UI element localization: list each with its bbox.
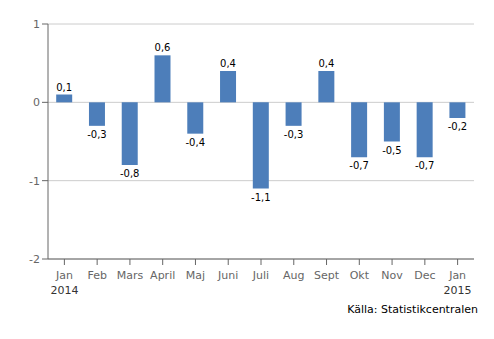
svg-text:Okt: Okt — [350, 269, 370, 282]
svg-text:-2: -2 — [29, 253, 40, 266]
svg-text:Jan: Jan — [55, 269, 73, 282]
svg-text:0,4: 0,4 — [220, 58, 236, 69]
svg-text:2015: 2015 — [444, 284, 472, 297]
svg-text:0: 0 — [33, 96, 40, 109]
svg-text:-0,7: -0,7 — [349, 160, 369, 171]
svg-text:-1: -1 — [29, 175, 40, 188]
svg-text:-0,8: -0,8 — [120, 168, 140, 179]
svg-text:Mars: Mars — [117, 269, 144, 282]
svg-text:-1,1: -1,1 — [251, 192, 271, 203]
svg-text:Nov: Nov — [381, 269, 403, 282]
svg-text:-0,2: -0,2 — [448, 121, 468, 132]
svg-text:-0,7: -0,7 — [415, 160, 435, 171]
svg-text:Dec: Dec — [414, 269, 435, 282]
svg-text:2014: 2014 — [50, 284, 78, 297]
svg-text:Juli: Juli — [252, 269, 269, 282]
svg-text:-0,3: -0,3 — [87, 129, 107, 140]
svg-text:0,4: 0,4 — [318, 58, 334, 69]
svg-text:0,1: 0,1 — [56, 82, 72, 93]
svg-text:April: April — [150, 269, 175, 282]
svg-text:Jan: Jan — [448, 269, 466, 282]
html-text:Källa: Statistikcentralen: Källa: Statistikcentralen — [347, 303, 478, 316]
svg-text:Sept: Sept — [314, 269, 340, 282]
svg-text:Feb: Feb — [87, 269, 106, 282]
svg-text:-0,3: -0,3 — [284, 129, 304, 140]
svg-text:Juni: Juni — [217, 269, 238, 282]
svg-text:Aug: Aug — [283, 269, 304, 282]
svg-text:0,6: 0,6 — [155, 42, 171, 53]
svg-text:-0,5: -0,5 — [382, 145, 402, 156]
svg-text:-0,4: -0,4 — [186, 137, 206, 148]
svg-text:Maj: Maj — [186, 269, 205, 282]
svg-text:1: 1 — [33, 18, 40, 31]
